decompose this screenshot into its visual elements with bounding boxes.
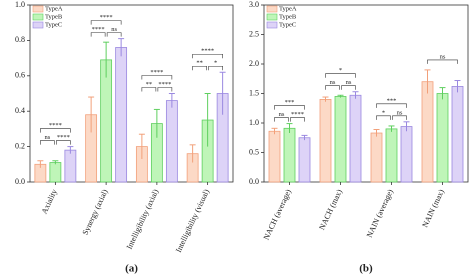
- y-tick-label: 0.0: [249, 177, 259, 186]
- x-tick-label: Intelligibility (visual): [174, 188, 211, 254]
- significance-bracket: [90, 32, 106, 37]
- legend-label: TypeB: [45, 13, 63, 20]
- x-tick-label: Synergy (axial): [81, 188, 110, 237]
- significance-bracket: [106, 32, 122, 37]
- significance-bracket: [392, 115, 407, 120]
- y-tick-label: 1.5: [249, 88, 259, 97]
- significance-label: ****: [57, 134, 70, 141]
- bar: [319, 99, 332, 183]
- significance-bracket: [325, 73, 356, 78]
- significance-bracket: [157, 87, 173, 92]
- significance-bracket: [376, 115, 391, 120]
- y-tick-label: 0.5: [249, 147, 259, 156]
- significance-label: ns: [111, 26, 117, 33]
- x-tick-label: NAIN (max): [420, 188, 446, 229]
- significance-bracket: [427, 59, 458, 64]
- plot-frame: [29, 4, 234, 183]
- x-tick-label: NACH (max): [317, 188, 344, 232]
- bar: [298, 137, 311, 183]
- significance-bracket: [208, 65, 223, 71]
- panel-label: (a): [125, 263, 138, 275]
- significance-bracket: [192, 65, 207, 71]
- bar: [436, 93, 449, 183]
- y-tick-label: 1.0: [15, 0, 25, 9]
- legend-label: TypeB: [279, 13, 297, 20]
- legend-swatch: [32, 13, 44, 21]
- bar: [370, 132, 383, 183]
- y-tick-label: 0.2: [15, 141, 25, 150]
- significance-label: ns: [346, 79, 352, 86]
- legend-swatch: [266, 13, 278, 21]
- significance-label: ****: [92, 26, 105, 33]
- significance-label: ns: [44, 134, 50, 141]
- significance-label: *: [339, 67, 342, 74]
- bar: [400, 126, 413, 183]
- legend-swatch: [32, 21, 44, 29]
- significance-label: ns: [440, 53, 446, 60]
- significance-bracket: [290, 117, 305, 122]
- significance-label: ns: [279, 111, 285, 118]
- y-tick-label: 3.0: [249, 0, 259, 9]
- significance-label: **: [196, 60, 203, 67]
- significance-label: ****: [158, 81, 171, 88]
- legend-label: TypeC: [45, 21, 62, 28]
- significance-bracket: [40, 140, 55, 145]
- x-tick-label: NAIN (average): [365, 188, 395, 239]
- significance-bracket: [192, 53, 223, 59]
- y-tick-label: 1.0: [249, 118, 259, 127]
- bar: [349, 94, 362, 183]
- significance-bracket: [274, 105, 305, 110]
- significance-label: ***: [285, 99, 295, 106]
- y-tick-label: 0.8: [15, 35, 25, 44]
- panel-label: (b): [359, 263, 373, 275]
- significance-bracket: [56, 140, 71, 145]
- significance-bracket: [40, 128, 71, 133]
- significance-bracket: [90, 20, 122, 25]
- legend-swatch: [266, 21, 278, 29]
- y-tick-label: 0.0: [15, 177, 25, 186]
- legend-swatch: [32, 5, 44, 13]
- significance-bracket: [376, 103, 407, 108]
- x-tick-label: Intelligibility (axial): [125, 188, 161, 251]
- significance-label: *: [382, 109, 385, 116]
- legend-label: TypeA: [45, 5, 63, 12]
- significance-label: ****: [150, 69, 163, 76]
- significance-label: ns: [397, 109, 403, 116]
- bar: [165, 100, 178, 183]
- significance-label: *: [214, 60, 217, 67]
- bar: [283, 127, 296, 183]
- bar: [421, 81, 434, 183]
- bar: [451, 86, 464, 183]
- x-tick-label: NACH (average): [262, 188, 293, 242]
- significance-label: ***: [387, 97, 397, 104]
- significance-bracket: [341, 85, 356, 90]
- significance-label: ns: [330, 79, 336, 86]
- significance-label: ****: [291, 111, 304, 118]
- bar: [385, 128, 398, 183]
- bar: [115, 47, 128, 183]
- bar: [268, 130, 281, 183]
- significance-label: ****: [100, 14, 113, 21]
- significance-bracket: [141, 87, 157, 92]
- bar: [334, 96, 347, 183]
- significance-label: **: [146, 81, 153, 88]
- legend-swatch: [266, 5, 278, 13]
- bar: [100, 59, 113, 183]
- y-tick-label: 0.4: [15, 106, 25, 115]
- y-tick-label: 2.0: [249, 59, 259, 68]
- x-tick-label: Axiality: [40, 188, 59, 216]
- legend-label: TypeC: [279, 21, 296, 28]
- y-tick-label: 2.5: [249, 29, 259, 38]
- significance-bracket: [325, 85, 340, 90]
- significance-bracket: [274, 117, 289, 122]
- significance-label: ****: [49, 122, 62, 129]
- y-tick-label: 0.6: [15, 71, 25, 80]
- significance-label: ****: [201, 48, 214, 55]
- bar: [49, 162, 62, 183]
- legend-label: TypeA: [279, 5, 297, 12]
- significance-bracket: [141, 75, 173, 80]
- bar: [64, 149, 77, 183]
